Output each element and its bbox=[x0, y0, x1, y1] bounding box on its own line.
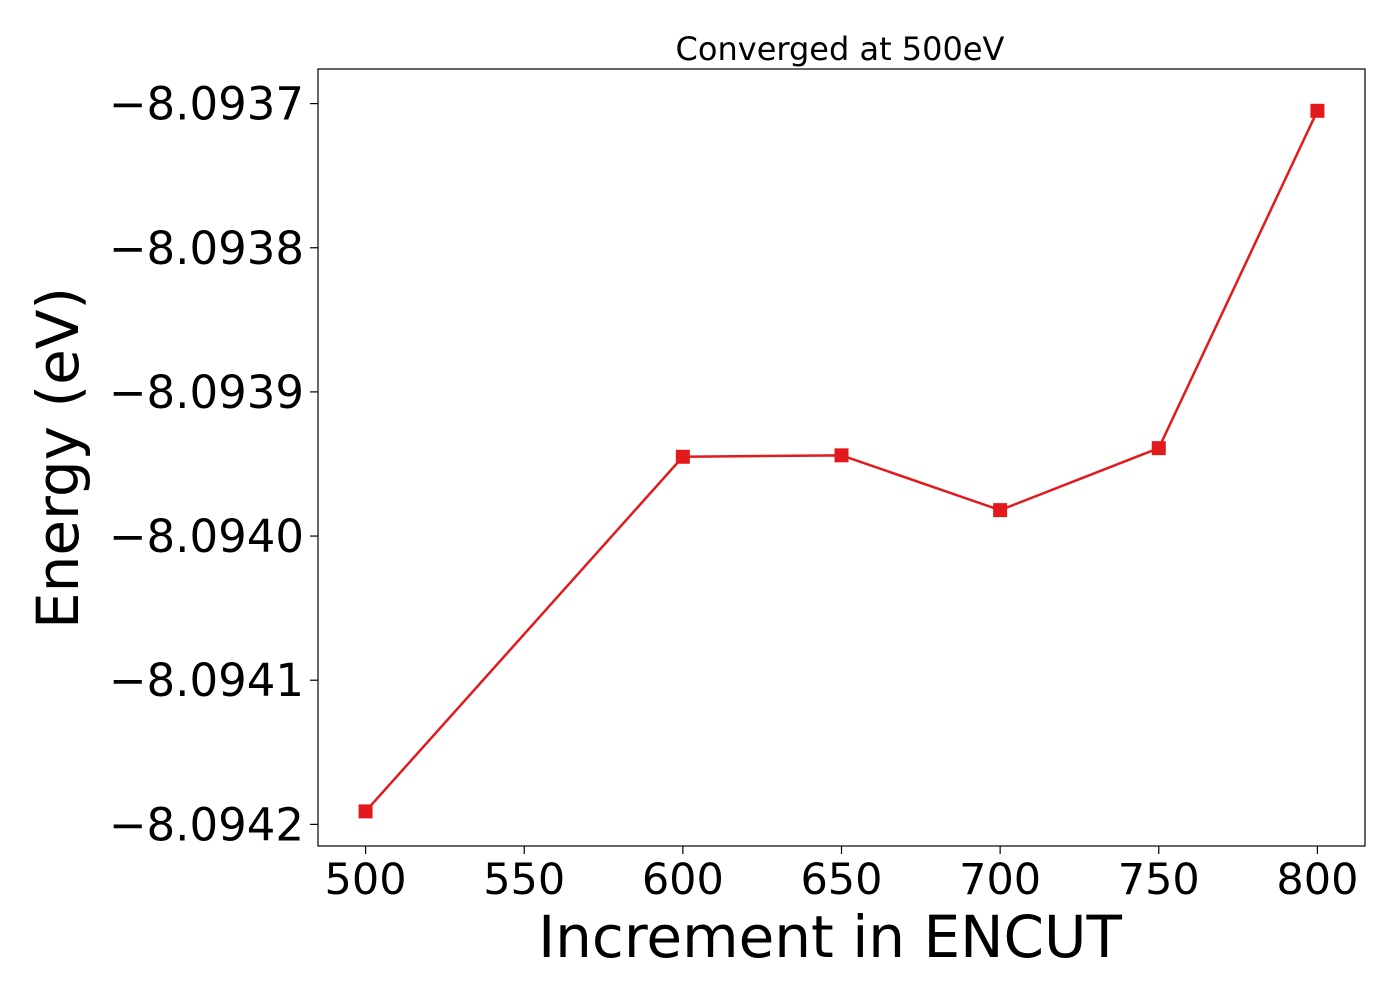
x-tick-label: 800 bbox=[1276, 855, 1358, 905]
data-point-marker bbox=[675, 449, 690, 464]
x-tick-label: 600 bbox=[642, 855, 724, 905]
x-tick-label: 650 bbox=[800, 855, 882, 905]
data-point-marker bbox=[358, 804, 373, 819]
y-tick-label: −8.0940 bbox=[109, 510, 304, 563]
chart-title: Converged at 500eV bbox=[676, 30, 1005, 68]
series-line bbox=[364, 110, 1319, 813]
x-tick-label: 500 bbox=[325, 855, 407, 905]
y-tick-label: −8.0939 bbox=[109, 366, 304, 419]
data-point-marker bbox=[993, 503, 1008, 518]
y-tick-label: −8.0938 bbox=[109, 222, 304, 275]
x-tick-label: 700 bbox=[959, 855, 1041, 905]
x-axis-label: Increment in ENCUT bbox=[538, 903, 1122, 971]
y-tick-label: −8.0942 bbox=[109, 798, 304, 851]
y-axis-label: Energy (eV) bbox=[24, 287, 92, 629]
plot-area: 500 550 600 650 700 750 800 −8.0937 −8.0938 −8.09… bbox=[109, 68, 1366, 905]
y-tick-label: −8.0941 bbox=[109, 654, 304, 707]
y-tick-label: −8.0937 bbox=[109, 78, 304, 131]
data-point-marker bbox=[1310, 103, 1325, 118]
x-tick-label: 750 bbox=[1118, 855, 1200, 905]
data-point-marker bbox=[1151, 441, 1166, 456]
x-tick-label: 550 bbox=[483, 855, 565, 905]
data-point-marker bbox=[834, 448, 849, 463]
